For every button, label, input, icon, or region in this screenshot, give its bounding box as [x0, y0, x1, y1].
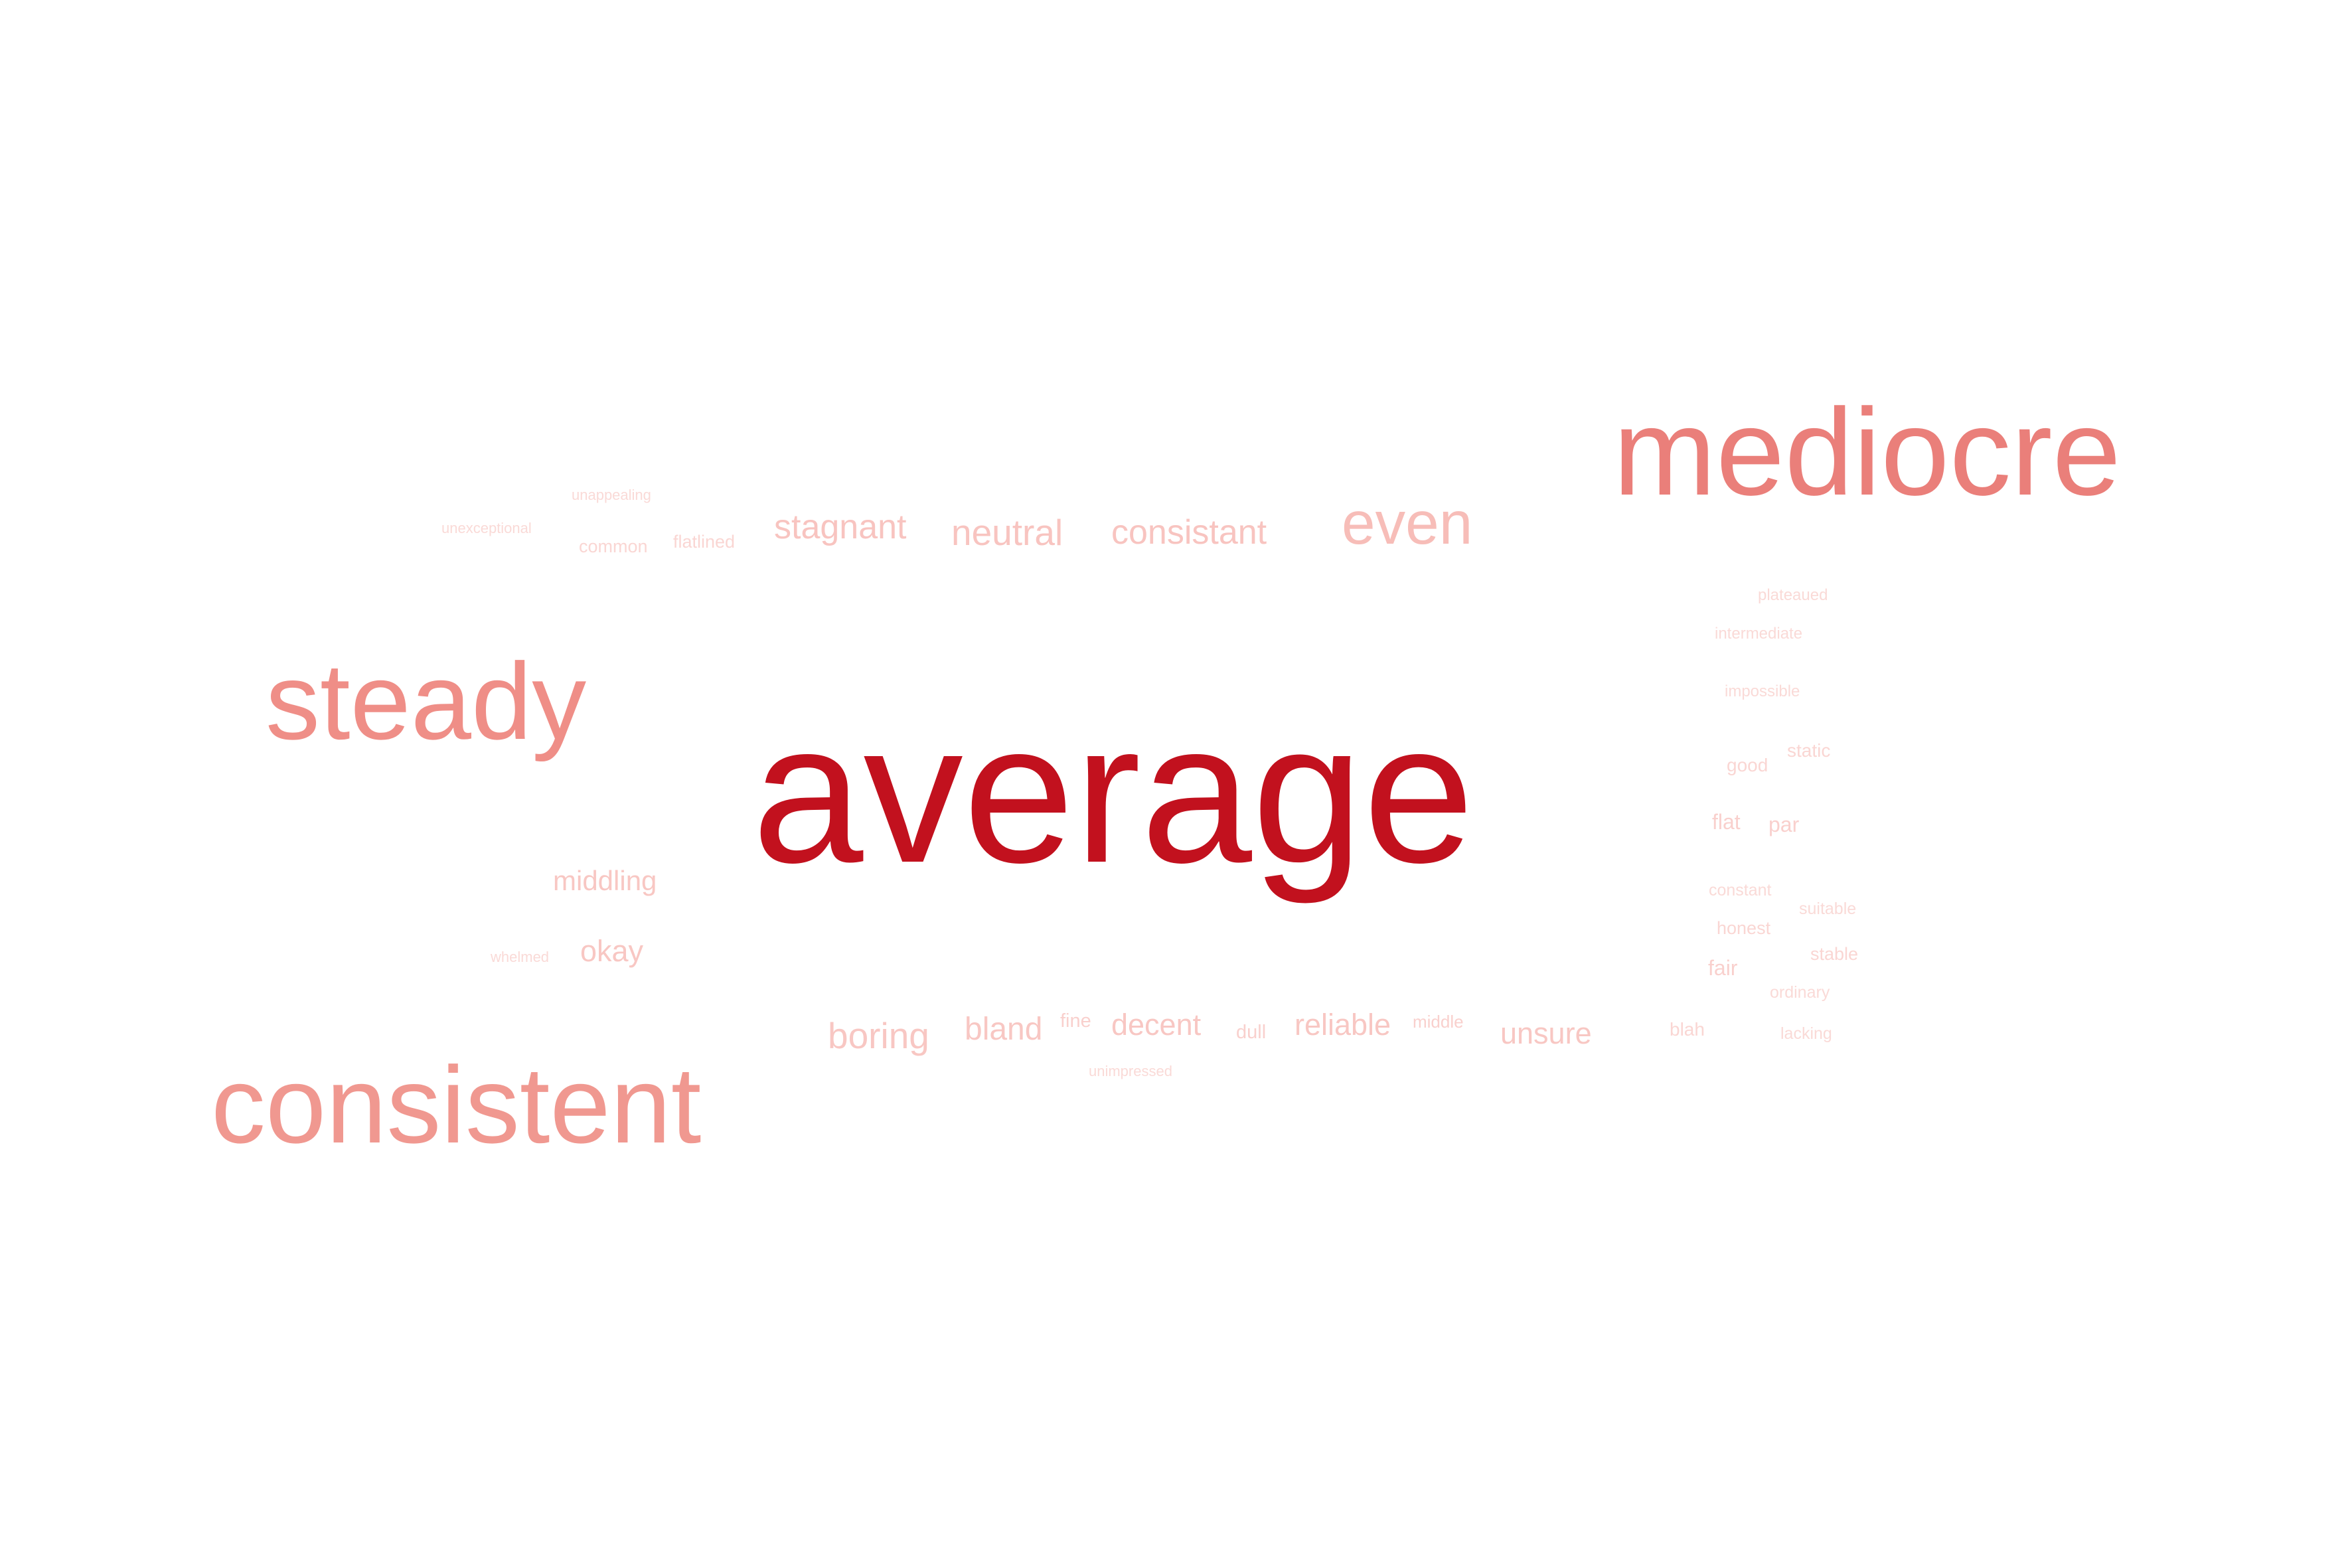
word-flatlined: flatlined — [673, 532, 736, 552]
word-neutral: neutral — [951, 512, 1063, 553]
word-whelmed: whelmed — [491, 949, 550, 965]
word-unexceptional: unexceptional — [441, 520, 532, 536]
word-suitable: suitable — [1799, 900, 1857, 918]
word-par: par — [1768, 813, 1800, 836]
word-consistant: consistant — [1111, 513, 1267, 552]
word-decent: decent — [1111, 1008, 1202, 1042]
word-average: average — [752, 681, 1474, 904]
word-good: good — [1727, 755, 1768, 775]
word-mediocre: mediocre — [1613, 384, 2121, 521]
word-flat: flat — [1712, 810, 1741, 834]
word-static: static — [1787, 740, 1831, 761]
word-blah: blah — [1670, 1019, 1705, 1040]
word-impossible: impossible — [1725, 682, 1800, 700]
word-fair: fair — [1708, 956, 1738, 980]
word-unsure: unsure — [1500, 1016, 1592, 1050]
word-okay: okay — [580, 934, 644, 968]
word-steady: steady — [266, 641, 587, 762]
word-honest: honest — [1717, 918, 1771, 938]
word-unimpressed: unimpressed — [1089, 1063, 1172, 1079]
word-even: even — [1342, 490, 1473, 557]
word-lacking: lacking — [1780, 1024, 1832, 1043]
word-middling: middling — [553, 865, 657, 896]
word-stagnant: stagnant — [774, 508, 907, 546]
word-stable: stable — [1810, 944, 1859, 964]
word-plateaued: plateaued — [1758, 586, 1828, 604]
word-intermediate: intermediate — [1715, 625, 1803, 643]
word-consistent: consistent — [211, 1044, 702, 1166]
word-middle: middle — [1413, 1012, 1464, 1032]
word-unappealing: unappealing — [572, 487, 651, 503]
word-constant: constant — [1709, 881, 1772, 900]
word-dull: dull — [1236, 1022, 1267, 1043]
word-reliable: reliable — [1294, 1008, 1391, 1042]
word-common: common — [579, 536, 648, 556]
word-ordinary: ordinary — [1770, 983, 1830, 1002]
word-bland: bland — [965, 1012, 1043, 1047]
word-boring: boring — [828, 1015, 929, 1056]
word-fine: fine — [1060, 1010, 1091, 1032]
